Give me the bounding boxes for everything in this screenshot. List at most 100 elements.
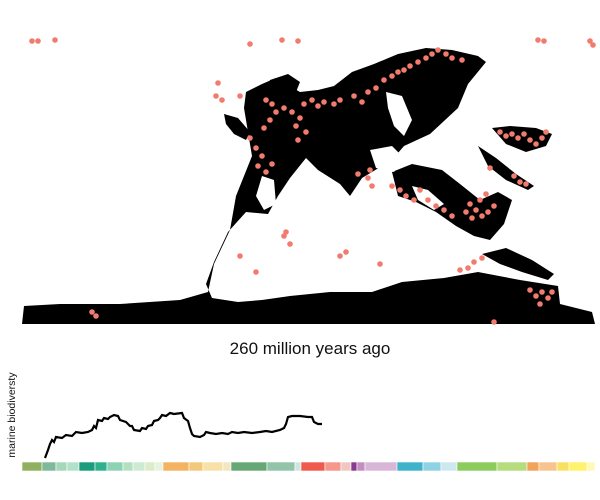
fossil-dot [415,59,421,65]
fossil-dot [93,313,99,319]
fossil-dot [401,67,407,73]
fossil-dot [365,175,371,181]
fossil-dot [523,181,529,187]
timescale-period-segment [294,462,302,472]
timescale-period-segment [144,462,156,472]
timescale-period-segment [41,462,57,472]
fossil-dot [219,97,225,103]
northern-island [266,74,300,96]
fossil-dot [407,63,413,69]
fossil-dot [269,161,275,167]
timescale-period-segment [300,462,326,472]
timescale-period-segment [66,462,80,472]
fossil-dot [261,125,267,131]
fossil-dot [365,89,371,95]
timescale-period-segment [202,462,224,472]
fossil-dot [473,207,479,213]
fossil-dot [479,255,485,261]
timescale-period-segment [21,462,43,472]
fossil-dot [367,167,373,173]
fossil-dot [359,99,365,105]
fossil-dot [373,85,379,91]
timescale-period-segment [188,462,204,472]
timescale-period-segment [364,462,398,472]
fossil-dot [539,135,545,141]
fossil-dot [255,163,261,169]
timescale-period-segment [396,462,424,472]
fossil-dot [509,131,515,137]
fossil-dot [321,99,327,105]
fossil-dot [315,103,321,109]
fossil-dot [423,55,429,61]
fossil-dot [459,57,465,63]
timescale-period-segment [154,462,164,472]
fossil-dot [269,101,275,107]
fossil-dot [309,97,315,103]
fossil-dot [541,38,547,44]
fossil-dot [491,319,497,325]
fossil-dot [433,203,439,209]
timescale-period-segment [526,462,540,472]
fossil-dot [215,80,221,86]
fossil-dot [377,261,383,267]
fossil-dot [355,171,361,177]
fossil-dot [395,69,401,75]
fossil-dot [549,289,555,295]
fossil-dot [441,207,447,213]
fossil-dot [483,191,489,197]
fossil-dot [295,137,301,143]
fossil-dot [273,109,279,115]
timescale-period-segment [222,462,232,472]
northern-gap [386,92,412,136]
fossil-dot [487,165,493,171]
timescale-period-segment [568,462,588,472]
fossil-dot [425,197,431,203]
timescale-period-segment [422,462,442,472]
geologic-timescale-bar [21,462,596,472]
fossil-dot [289,109,295,115]
eastern-strip [482,248,554,280]
fossil-dot [389,183,395,189]
timescale-period-segment [78,462,96,472]
timescale-period-segment [356,462,366,472]
fossil-dot [381,77,387,83]
fossil-dot [479,213,485,219]
fossil-dot [521,131,527,137]
timescale-period-segment [340,462,352,472]
timescale-period-segment [350,462,358,472]
western-peninsula [224,114,250,140]
fossil-dot [443,51,449,57]
fossil-dot [351,93,357,99]
fossil-dot [213,93,219,99]
timescale-period-segment [230,462,268,472]
fossil-dot [281,105,287,111]
inland-sea [370,146,404,172]
fossil-dot [247,135,253,141]
timescale-period-segment [106,462,124,472]
fossil-dot [29,38,35,44]
fossil-dot [281,233,287,239]
timescale-period-segment [55,462,68,472]
fossil-dot [590,42,596,48]
fossil-dot [511,173,517,179]
fossil-dot [263,97,269,103]
landmasses [22,48,595,324]
biodiversity-curve-panel [43,411,322,459]
fossil-dot [411,197,417,203]
southern-inlet [236,278,266,296]
timescale-period-segment [324,462,342,472]
fossil-dot [517,179,523,185]
fossil-dot [533,141,539,147]
fossil-dot [337,253,343,259]
age-caption: 260 million years ago [229,339,391,358]
fossil-dot [527,137,533,143]
fossil-dot [247,41,253,47]
east-landmass [392,164,512,240]
fossil-dot [253,145,259,151]
fossil-dot [295,38,301,44]
fossil-dot [303,129,309,135]
fossil-dot [331,101,337,107]
timescale-period-segment [132,462,146,472]
fossil-dot [237,93,243,99]
fossil-dot [467,201,473,207]
